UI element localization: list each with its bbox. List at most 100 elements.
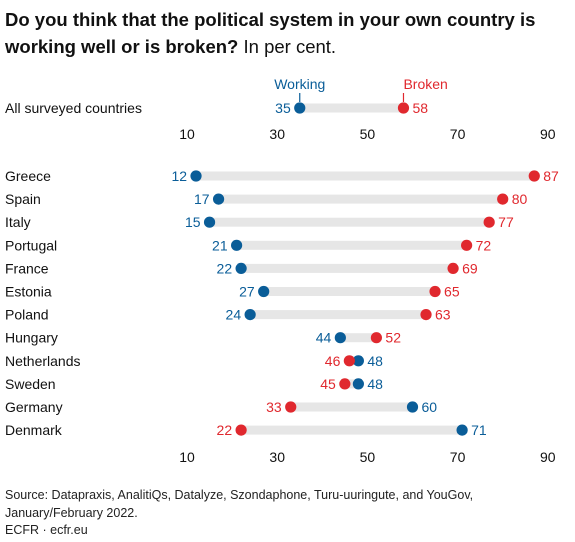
x-tick-top-10: 10 — [179, 126, 195, 142]
row-label-spain: Spain — [5, 191, 41, 207]
row-label-germany: Germany — [5, 399, 63, 415]
broken-point-germany — [285, 401, 297, 413]
track-greece — [196, 171, 535, 181]
tracks — [196, 103, 535, 435]
broken-point-sweden — [339, 378, 351, 390]
broken-value-france: 69 — [462, 260, 478, 276]
broken-point-italy — [483, 216, 495, 228]
working-point-spain — [212, 193, 225, 205]
working-point-poland — [244, 309, 256, 321]
working-point-sweden — [352, 378, 364, 390]
row-label-all-surveyed-countries: All surveyed countries — [5, 100, 142, 116]
country-labels: All surveyed countries Greece Spain Italy Po… — [5, 100, 142, 438]
working-value-france: 22 — [217, 260, 233, 276]
track-france — [241, 263, 454, 273]
working-point-denmark — [456, 424, 468, 436]
working-value-germany: 60 — [422, 399, 438, 415]
x-tick-top-70: 70 — [450, 126, 466, 142]
row-label-denmark: Denmark — [5, 422, 63, 438]
x-tick-bottom-90: 90 — [540, 449, 556, 465]
broken-value-greece: 87 — [543, 168, 559, 184]
credit-note: ECFR · ecfr.eu — [5, 523, 88, 537]
broken-point-greece — [528, 170, 540, 182]
broken-point-denmark — [235, 424, 247, 436]
working-point-france — [235, 262, 247, 274]
working-value-denmark: 71 — [471, 422, 487, 438]
broken-value-italy: 77 — [498, 214, 514, 230]
track-denmark — [241, 425, 463, 435]
broken-value-poland: 63 — [435, 307, 451, 323]
row-label-portugal: Portugal — [5, 237, 57, 253]
legend: Working Broken — [274, 76, 448, 102]
x-axis: 10 10 30 30 50 50 70 70 90 90 — [179, 126, 556, 465]
track-sweden — [344, 379, 359, 389]
broken-value-netherlands: 46 — [325, 353, 341, 369]
working-point-estonia — [258, 285, 270, 298]
working-point-italy — [203, 216, 216, 228]
legend-working: Working — [274, 76, 325, 92]
track-all-surveyed-countries — [299, 103, 404, 113]
broken-value-spain: 80 — [512, 191, 528, 207]
legend-broken: Broken — [403, 76, 447, 92]
broken-point-france — [447, 262, 459, 274]
working-point-hungary — [334, 332, 346, 344]
broken-value-sweden: 45 — [320, 376, 336, 392]
working-value-poland: 24 — [226, 307, 242, 323]
broken-value-germany: 33 — [266, 399, 282, 415]
x-tick-bottom-30: 30 — [269, 449, 285, 465]
broken-point-spain — [497, 193, 509, 205]
broken-value-denmark: 22 — [217, 422, 233, 438]
working-value-estonia: 27 — [239, 284, 255, 300]
track-estonia — [263, 287, 436, 296]
row-label-france: France — [5, 260, 49, 276]
broken-point-netherlands — [343, 355, 355, 367]
working-value-sweden: 48 — [367, 376, 383, 392]
broken-value-all-surveyed-countries: 58 — [412, 100, 428, 116]
x-tick-bottom-50: 50 — [360, 449, 376, 465]
broken-value-portugal: 72 — [476, 237, 492, 253]
row-label-sweden: Sweden — [5, 376, 56, 392]
row-label-italy: Italy — [5, 214, 31, 230]
working-point-netherlands — [352, 355, 364, 367]
working-point-portugal — [231, 239, 243, 251]
x-tick-bottom-10: 10 — [179, 449, 195, 465]
working-value-greece: 12 — [171, 168, 187, 184]
source-note: Source: Datapraxis, AnalitiQs, Datalyze,… — [5, 488, 474, 520]
broken-value-estonia: 65 — [444, 284, 460, 300]
working-value-portugal: 21 — [212, 237, 228, 253]
working-value-italy: 15 — [185, 214, 201, 230]
row-label-greece: Greece — [5, 168, 51, 184]
x-tick-bottom-70: 70 — [450, 449, 466, 465]
track-germany — [290, 402, 413, 412]
working-point-germany — [406, 401, 419, 413]
chart-title: Do you think that the political system i… — [5, 6, 570, 60]
working-value-hungary: 44 — [316, 330, 332, 346]
track-portugal — [236, 240, 467, 250]
broken-point-hungary — [370, 332, 383, 344]
working-value-spain: 17 — [194, 191, 210, 207]
row-label-hungary: Hungary — [5, 330, 58, 346]
broken-point-all-surveyed-countries — [397, 102, 410, 114]
chart-question: Do you think that the political system i… — [5, 9, 536, 57]
broken-point-portugal — [461, 239, 473, 251]
working-point-all-surveyed-countries — [294, 102, 306, 114]
broken-point-poland — [420, 309, 432, 321]
dumbbell-chart: Working Broken All surveyed countries Gree… — [5, 76, 559, 465]
broken-value-hungary: 52 — [385, 330, 401, 346]
working-value-all-surveyed-countries: 35 — [275, 100, 291, 116]
x-tick-top-50: 50 — [360, 126, 376, 142]
working-point-greece — [190, 170, 202, 182]
chart-unit: In per cent. — [243, 36, 337, 57]
x-tick-top-30: 30 — [269, 126, 285, 142]
broken-point-estonia — [429, 285, 441, 298]
track-poland — [250, 310, 427, 320]
row-label-netherlands: Netherlands — [5, 353, 81, 369]
row-label-poland: Poland — [5, 307, 49, 323]
row-label-estonia: Estonia — [5, 284, 52, 300]
working-value-netherlands: 48 — [367, 353, 383, 369]
track-spain — [218, 194, 503, 204]
track-italy — [209, 217, 490, 227]
x-tick-top-90: 90 — [540, 126, 556, 142]
track-hungary — [340, 333, 377, 343]
